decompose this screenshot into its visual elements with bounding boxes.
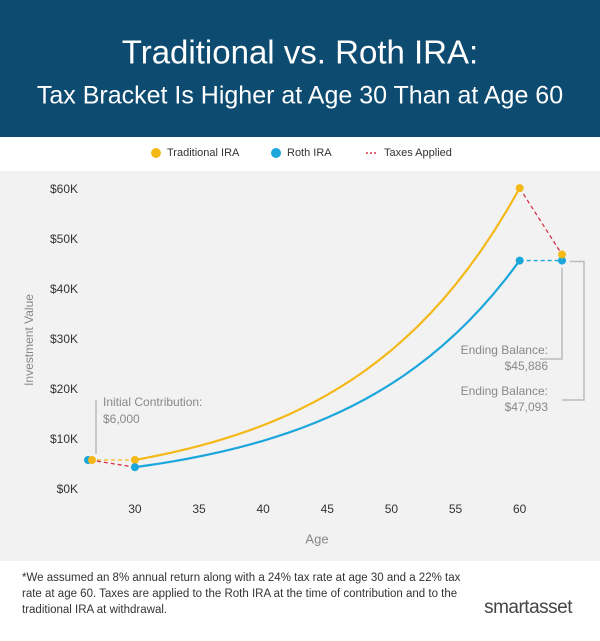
annotation-label: Initial Contribution:	[103, 395, 202, 409]
y-tick-label: $30K	[50, 332, 78, 346]
legend-label: Traditional IRA	[167, 147, 240, 159]
y-axis-label: Investment Value	[22, 294, 36, 386]
x-tick-label: 55	[449, 502, 463, 516]
legend-marker	[271, 148, 281, 158]
legend-label: Roth IRA	[287, 147, 332, 159]
series-line	[134, 187, 521, 462]
annotation-value: $45,886	[505, 359, 549, 373]
x-axis-label: Age	[305, 531, 328, 546]
annotation-line	[540, 267, 563, 360]
annotation-label: Ending Balance:	[461, 343, 548, 357]
ending-point	[558, 250, 566, 259]
chart-subtitle: Tax Bracket Is Higher at Age 30 Than at …	[37, 82, 563, 110]
x-tick-label: 60	[513, 502, 527, 516]
initial-point	[88, 456, 96, 464]
footnote: *We assumed an 8% annual return along wi…	[22, 572, 461, 616]
plot-bg	[0, 171, 600, 561]
initial-to-roth	[89, 459, 135, 468]
y-tick-label: $20K	[50, 382, 78, 396]
brand-logo: smartasset	[484, 597, 572, 618]
y-tick-label: $10K	[50, 432, 78, 446]
legend-label: Taxes Applied	[384, 147, 452, 159]
annotation-value: $6,000	[103, 412, 140, 426]
y-tick-label: $0K	[57, 482, 78, 496]
x-tick-label: 30	[128, 502, 142, 516]
series-line	[134, 259, 521, 469]
y-tick-label: $50K	[50, 232, 78, 246]
point	[515, 184, 524, 193]
chart-title: Traditional vs. Roth IRA:	[122, 34, 478, 71]
annotation-label: Ending Balance:	[461, 384, 548, 398]
point	[515, 256, 524, 265]
point	[130, 456, 139, 464]
traditional-tax	[519, 187, 563, 255]
y-tick-label: $40K	[50, 282, 78, 296]
annotation-line	[562, 260, 585, 401]
annotation-value: $47,093	[505, 400, 549, 414]
x-tick-label: 45	[321, 502, 335, 516]
y-tick-label: $60K	[50, 182, 78, 196]
x-tick-label: 50	[385, 502, 399, 516]
header-bg	[0, 0, 600, 137]
legend-marker	[151, 148, 161, 158]
ending-point	[558, 256, 566, 265]
x-tick-label: 35	[192, 502, 206, 516]
point	[130, 463, 139, 472]
x-tick-label: 40	[256, 502, 270, 516]
